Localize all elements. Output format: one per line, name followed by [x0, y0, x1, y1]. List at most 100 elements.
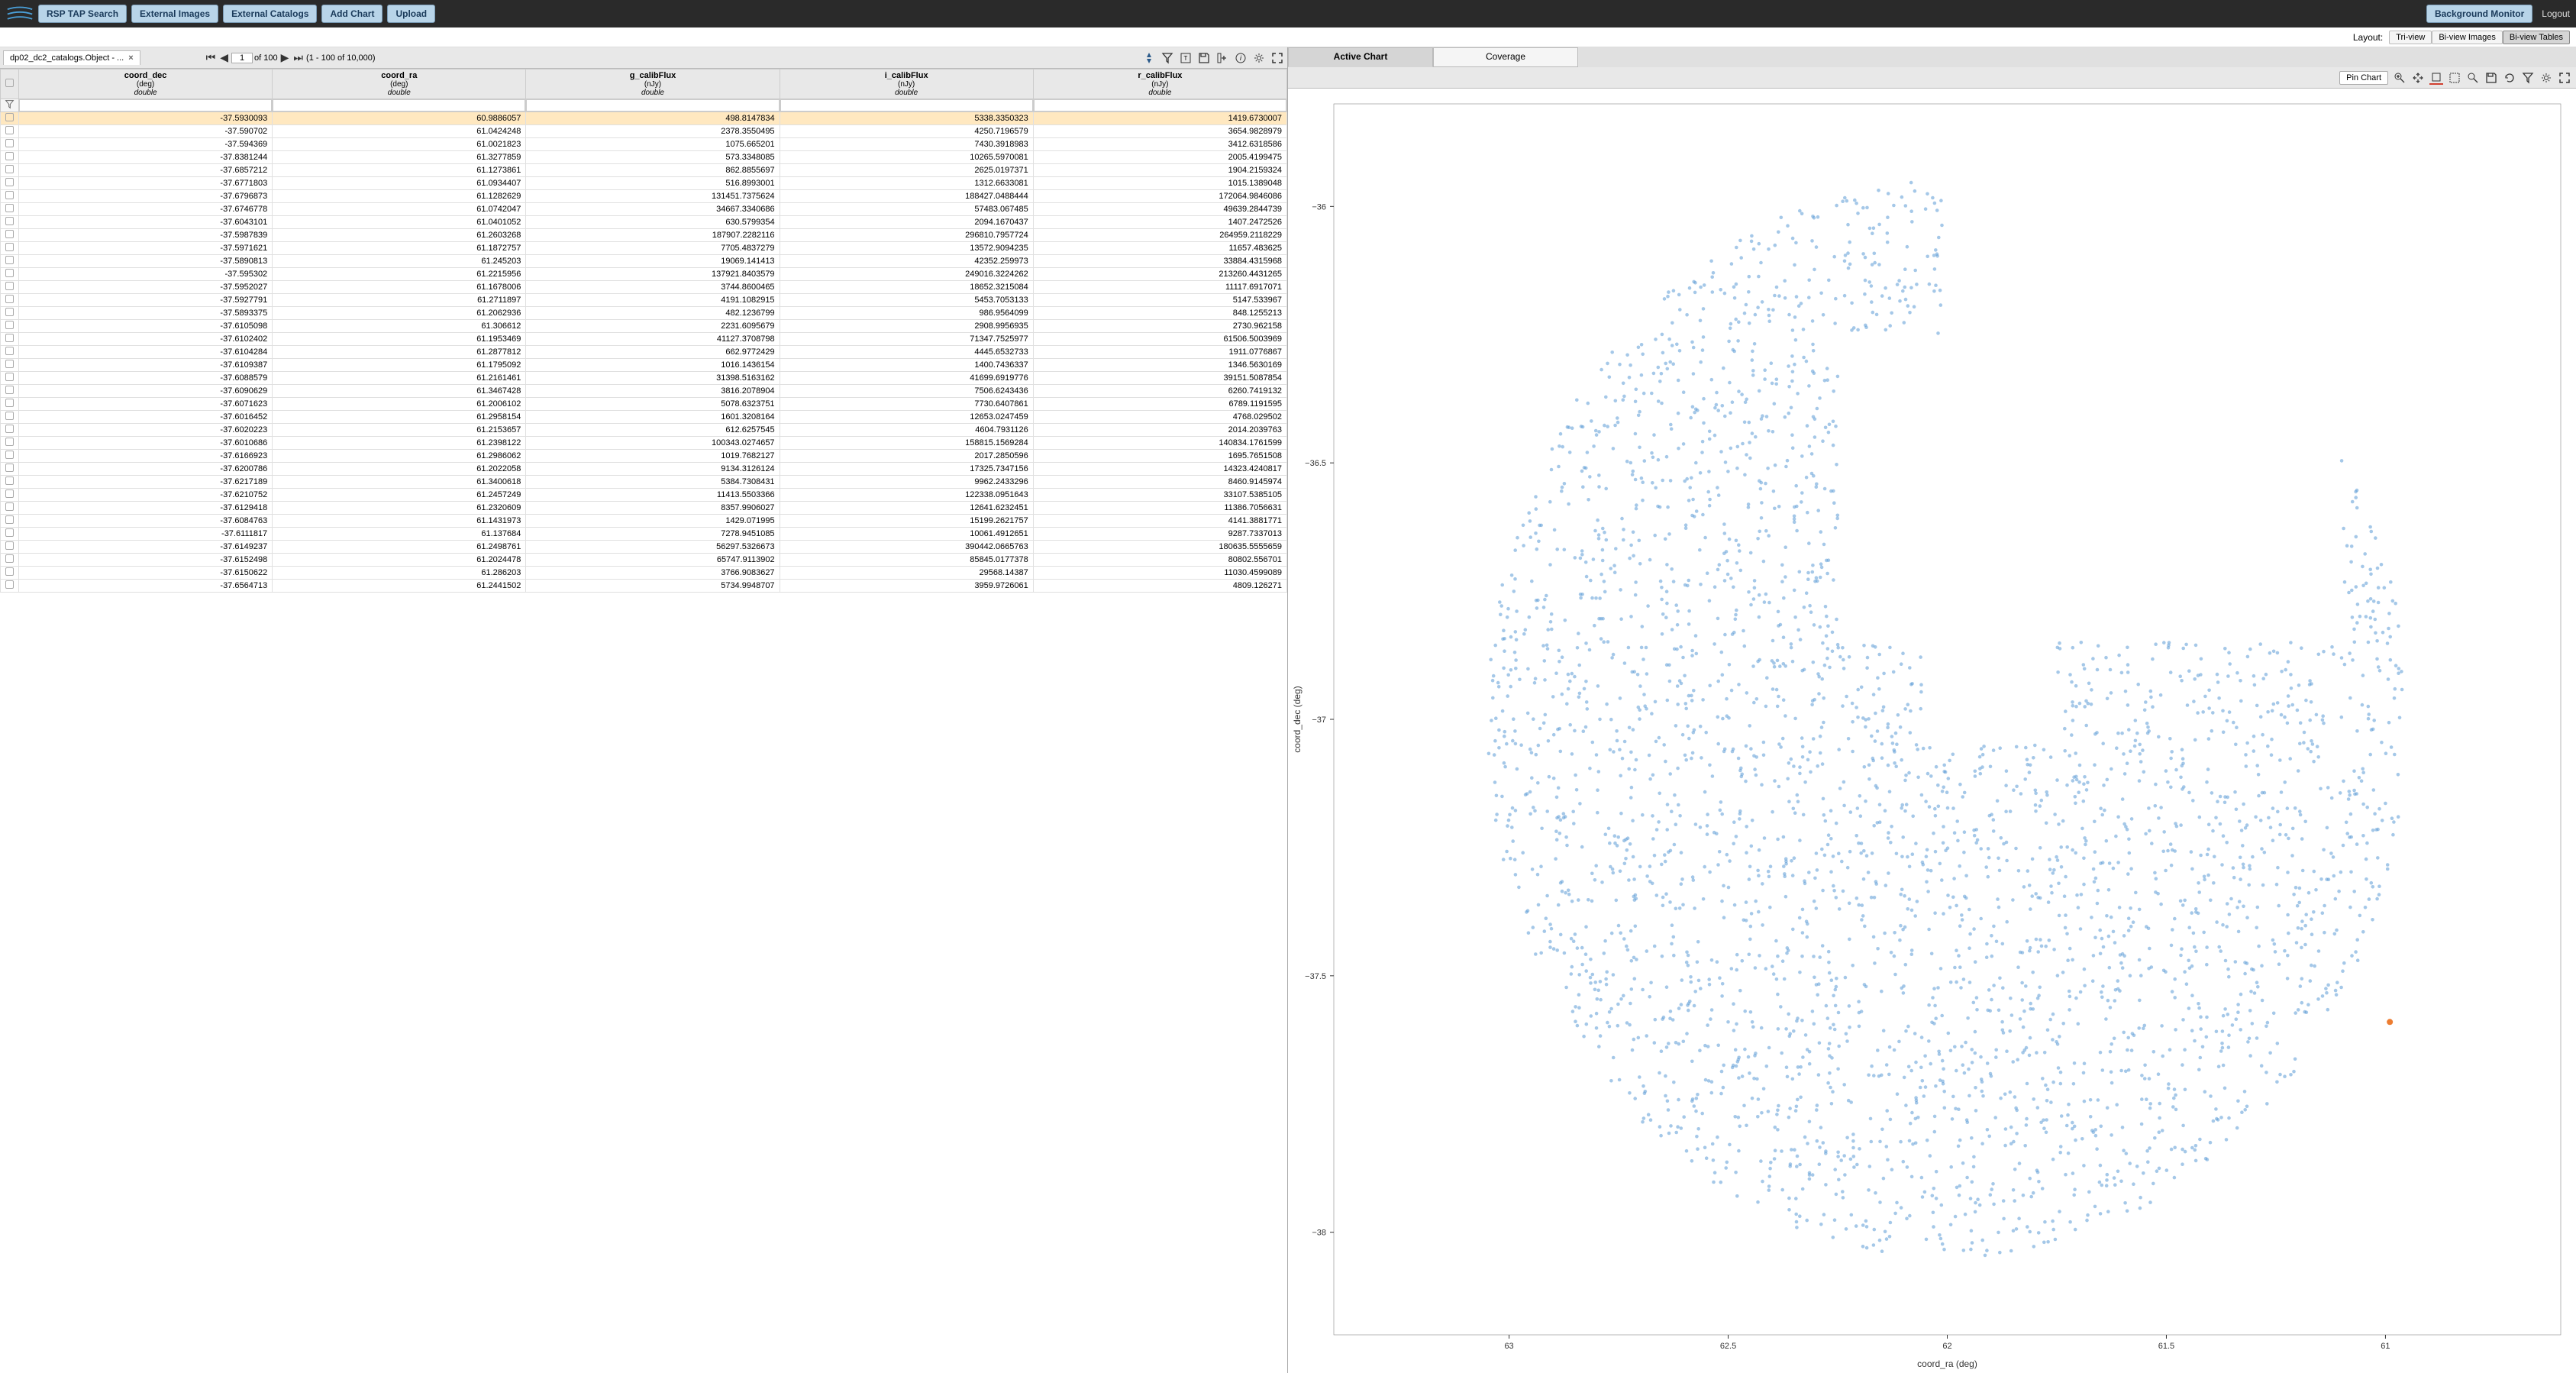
row-checkbox[interactable] — [1, 385, 19, 398]
col-header-g_calibFlux[interactable]: g_calibFlux(nJy)double — [526, 69, 780, 99]
row-checkbox[interactable] — [1, 281, 19, 294]
table-row[interactable]: -37.656471361.24415025734.99487073959.97… — [1, 580, 1287, 593]
table-row[interactable]: -37.597162161.18727577705.483727913572.9… — [1, 242, 1287, 255]
nav-button-rsp-tap-search[interactable]: RSP TAP Search — [38, 5, 127, 23]
col-header-i_calibFlux[interactable]: i_calibFlux(nJy)double — [780, 69, 1033, 99]
restore-icon[interactable] — [2503, 71, 2516, 85]
row-checkbox[interactable] — [1, 346, 19, 359]
filter-input-coord_ra[interactable] — [273, 99, 525, 111]
nav-button-external-images[interactable]: External Images — [131, 5, 218, 23]
table-row[interactable]: -37.589081361.24520319069.14141342352.25… — [1, 255, 1287, 268]
page-input[interactable] — [231, 53, 253, 63]
table-row[interactable]: -37.610428461.2877812662.97724294445.653… — [1, 346, 1287, 359]
table-row[interactable]: -37.838124461.3277859573.334808510265.59… — [1, 151, 1287, 164]
row-checkbox[interactable] — [1, 476, 19, 489]
logout-link[interactable]: Logout — [2542, 8, 2570, 19]
row-checkbox[interactable] — [1, 190, 19, 203]
table-row[interactable]: -37.598783961.2603268187907.228211629681… — [1, 229, 1287, 242]
add-column-icon[interactable] — [1215, 51, 1229, 65]
table-row[interactable]: -37.589337561.2062936482.1236799986.9564… — [1, 307, 1287, 320]
row-checkbox[interactable] — [1, 177, 19, 190]
row-checkbox[interactable] — [1, 112, 19, 125]
table-row[interactable]: -37.685721261.1273861862.88556972625.019… — [1, 164, 1287, 177]
row-checkbox[interactable] — [1, 528, 19, 541]
select-icon[interactable] — [2448, 71, 2461, 85]
row-checkbox[interactable] — [1, 151, 19, 164]
zoom-1x-icon[interactable] — [2429, 71, 2443, 85]
table-row[interactable]: -37.674677861.074204734667.334068657483.… — [1, 203, 1287, 216]
table-row[interactable]: -37.620078661.20220589134.312612417325.7… — [1, 463, 1287, 476]
row-checkbox[interactable] — [1, 216, 19, 229]
row-checkbox[interactable] — [1, 138, 19, 151]
first-page-icon[interactable]: ⏮ — [205, 51, 218, 64]
row-checkbox[interactable] — [1, 437, 19, 450]
actions-icon[interactable] — [1142, 51, 1156, 65]
table-row[interactable]: -37.604310161.0401052630.57993542094.167… — [1, 216, 1287, 229]
row-checkbox[interactable] — [1, 463, 19, 476]
nav-button-external-catalogs[interactable]: External Catalogs — [223, 5, 317, 23]
table-row[interactable]: -37.611181761.1376847278.945108510061.49… — [1, 528, 1287, 541]
row-checkbox[interactable] — [1, 541, 19, 554]
row-checkbox[interactable] — [1, 580, 19, 593]
expand-icon[interactable] — [1270, 51, 1284, 65]
zoom-fit-icon[interactable] — [2411, 71, 2425, 85]
prev-page-icon[interactable]: ◀ — [218, 51, 230, 64]
col-header-coord_dec[interactable]: coord_dec(deg)double — [19, 69, 273, 99]
row-checkbox[interactable] — [1, 411, 19, 424]
chart-settings-icon[interactable] — [2539, 71, 2553, 85]
row-checkbox[interactable] — [1, 255, 19, 268]
chart-expand-icon[interactable] — [2558, 71, 2571, 85]
row-checkbox[interactable] — [1, 242, 19, 255]
save-chart-icon[interactable] — [2484, 71, 2498, 85]
table-row[interactable]: -37.592779161.27118974191.10829155453.70… — [1, 294, 1287, 307]
table-row[interactable]: -37.608857961.216146131398.516316241699.… — [1, 372, 1287, 385]
filter-input-coord_dec[interactable] — [19, 99, 272, 111]
row-checkbox[interactable] — [1, 424, 19, 437]
table-row[interactable]: -37.612941861.23206098357.990602712641.6… — [1, 502, 1287, 515]
table-row[interactable]: -37.610240261.195346941127.370879871347.… — [1, 333, 1287, 346]
filter-input-r_calibFlux[interactable] — [1034, 99, 1286, 111]
table-row[interactable]: -37.614923761.249876156297.5326673390442… — [1, 541, 1287, 554]
row-checkbox[interactable] — [1, 294, 19, 307]
table-row[interactable]: -37.593009360.9886057498.81478345338.335… — [1, 112, 1287, 125]
next-page-icon[interactable]: ▶ — [279, 51, 291, 64]
table-scroll[interactable]: coord_dec(deg)doublecoord_ra(deg)doubleg… — [0, 69, 1287, 1373]
background-monitor-button[interactable]: Background Monitor — [2426, 5, 2532, 23]
table-row[interactable]: -37.615062261.2862033766.908362729568.14… — [1, 567, 1287, 580]
filter-chart2-icon[interactable] — [2521, 71, 2535, 85]
row-checkbox[interactable] — [1, 320, 19, 333]
col-header-coord_ra[interactable]: coord_ra(deg)double — [273, 69, 526, 99]
table-row[interactable]: -37.59070261.04242482378.35504954250.719… — [1, 125, 1287, 138]
table-row[interactable]: -37.610938761.17950921016.14361541400.74… — [1, 359, 1287, 372]
row-checkbox[interactable] — [1, 125, 19, 138]
table-row[interactable]: -37.615249861.202447865747.911390285845.… — [1, 554, 1287, 567]
row-checkbox[interactable] — [1, 164, 19, 177]
layout-option-tri-view[interactable]: Tri-view — [2389, 31, 2432, 44]
close-icon[interactable]: × — [128, 53, 133, 63]
save-icon[interactable] — [1197, 51, 1211, 65]
table-row[interactable]: -37.679687361.1282629131451.737562418842… — [1, 190, 1287, 203]
row-checkbox[interactable] — [1, 229, 19, 242]
table-row[interactable]: -37.677180361.0934407516.89930011312.663… — [1, 177, 1287, 190]
table-row[interactable]: -37.59530261.2215956137921.8403579249016… — [1, 268, 1287, 281]
settings-icon[interactable] — [1252, 51, 1266, 65]
table-row[interactable]: -37.601645261.29581541601.320816412653.0… — [1, 411, 1287, 424]
info-icon[interactable]: i — [1234, 51, 1248, 65]
table-row[interactable]: -37.601068661.2398122100343.027465715881… — [1, 437, 1287, 450]
row-checkbox[interactable] — [1, 333, 19, 346]
pin-chart-button[interactable]: Pin Chart — [2339, 71, 2388, 85]
nav-button-upload[interactable]: Upload — [387, 5, 435, 23]
row-checkbox[interactable] — [1, 554, 19, 567]
chart-area[interactable]: 6362.56261.561−36−36.5−37−37.5−38coord_r… — [1288, 89, 2576, 1373]
row-checkbox[interactable] — [1, 515, 19, 528]
row-checkbox[interactable] — [1, 372, 19, 385]
text-view-icon[interactable]: T — [1179, 51, 1193, 65]
table-row[interactable]: -37.607162361.20061025078.63237517730.64… — [1, 398, 1287, 411]
filter-input-i_calibFlux[interactable] — [780, 99, 1033, 111]
row-checkbox[interactable] — [1, 359, 19, 372]
table-row[interactable]: -37.621075261.245724911413.5503366122338… — [1, 489, 1287, 502]
filter-chart-icon[interactable] — [2466, 71, 2480, 85]
row-checkbox[interactable] — [1, 398, 19, 411]
row-checkbox[interactable] — [1, 450, 19, 463]
row-checkbox[interactable] — [1, 268, 19, 281]
